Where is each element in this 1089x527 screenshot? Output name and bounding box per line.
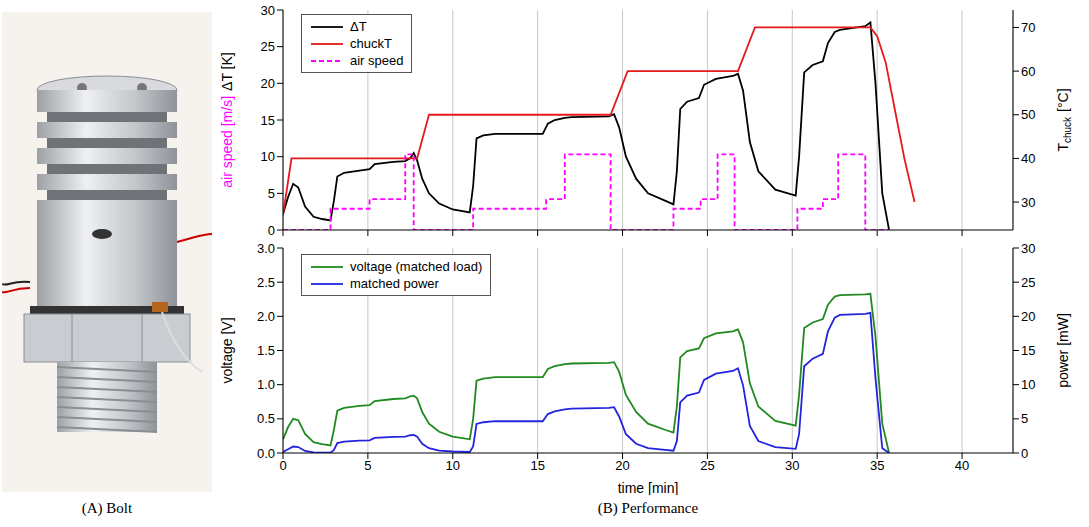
svg-text:20: 20 xyxy=(1021,309,1035,324)
html-text:air speed: air speed xyxy=(350,53,404,68)
svg-text:25: 25 xyxy=(1021,275,1035,290)
svg-text:20: 20 xyxy=(615,458,629,473)
svg-text:0: 0 xyxy=(279,458,286,473)
svg-text:40: 40 xyxy=(955,458,969,473)
svg-text:0.0: 0.0 xyxy=(257,446,275,461)
svg-text:30: 30 xyxy=(785,458,799,473)
svg-text:70: 70 xyxy=(1021,20,1035,35)
svg-text:Tchuck[°C]: Tchuck[°C] xyxy=(1055,88,1073,151)
svg-text:25: 25 xyxy=(700,458,714,473)
svg-text:5: 5 xyxy=(268,186,275,201)
html-text:voltage (matched load): voltage (matched load) xyxy=(350,259,483,274)
svg-text:10: 10 xyxy=(446,458,460,473)
svg-text:voltage [V]: voltage [V] xyxy=(219,317,235,383)
html-text:(B) Performance: (B) Performance xyxy=(597,500,699,516)
svg-text:2.5: 2.5 xyxy=(257,275,275,290)
svg-text:10: 10 xyxy=(261,149,275,164)
svg-text:15: 15 xyxy=(530,458,544,473)
svg-text:30: 30 xyxy=(1021,241,1035,256)
svg-text:air speed [m/s]ΔT [K]: air speed [m/s]ΔT [K] xyxy=(219,52,235,188)
svg-text:25: 25 xyxy=(261,39,275,54)
svg-text:0.5: 0.5 xyxy=(257,411,275,426)
html-text:matched power: matched power xyxy=(350,276,439,291)
svg-text:15: 15 xyxy=(1021,343,1035,358)
svg-text:30: 30 xyxy=(261,3,275,18)
svg-text:5: 5 xyxy=(1021,411,1028,426)
svg-text:60: 60 xyxy=(1021,64,1035,79)
svg-text:0: 0 xyxy=(268,223,275,238)
svg-text:40: 40 xyxy=(1021,151,1035,166)
svg-text:time [min]: time [min] xyxy=(618,480,679,495)
svg-text:power [mW]: power [mW] xyxy=(1055,313,1071,388)
svg-text:15: 15 xyxy=(261,113,275,128)
svg-text:2.0: 2.0 xyxy=(257,309,275,324)
svg-text:1.0: 1.0 xyxy=(257,377,275,392)
svg-text:50: 50 xyxy=(1021,107,1035,122)
svg-text:3.0: 3.0 xyxy=(257,241,275,256)
html-text:chuckT: chuckT xyxy=(350,36,392,51)
svg-text:1.5: 1.5 xyxy=(257,343,275,358)
svg-text:30: 30 xyxy=(1021,195,1035,210)
svg-text:5: 5 xyxy=(364,458,371,473)
html-text:(A) Bolt: (A) Bolt xyxy=(81,500,133,516)
svg-text:10: 10 xyxy=(1021,377,1035,392)
html-text:ΔT: ΔT xyxy=(350,19,367,34)
svg-text:35: 35 xyxy=(870,458,884,473)
svg-text:20: 20 xyxy=(261,76,275,91)
svg-text:0: 0 xyxy=(1021,446,1028,461)
